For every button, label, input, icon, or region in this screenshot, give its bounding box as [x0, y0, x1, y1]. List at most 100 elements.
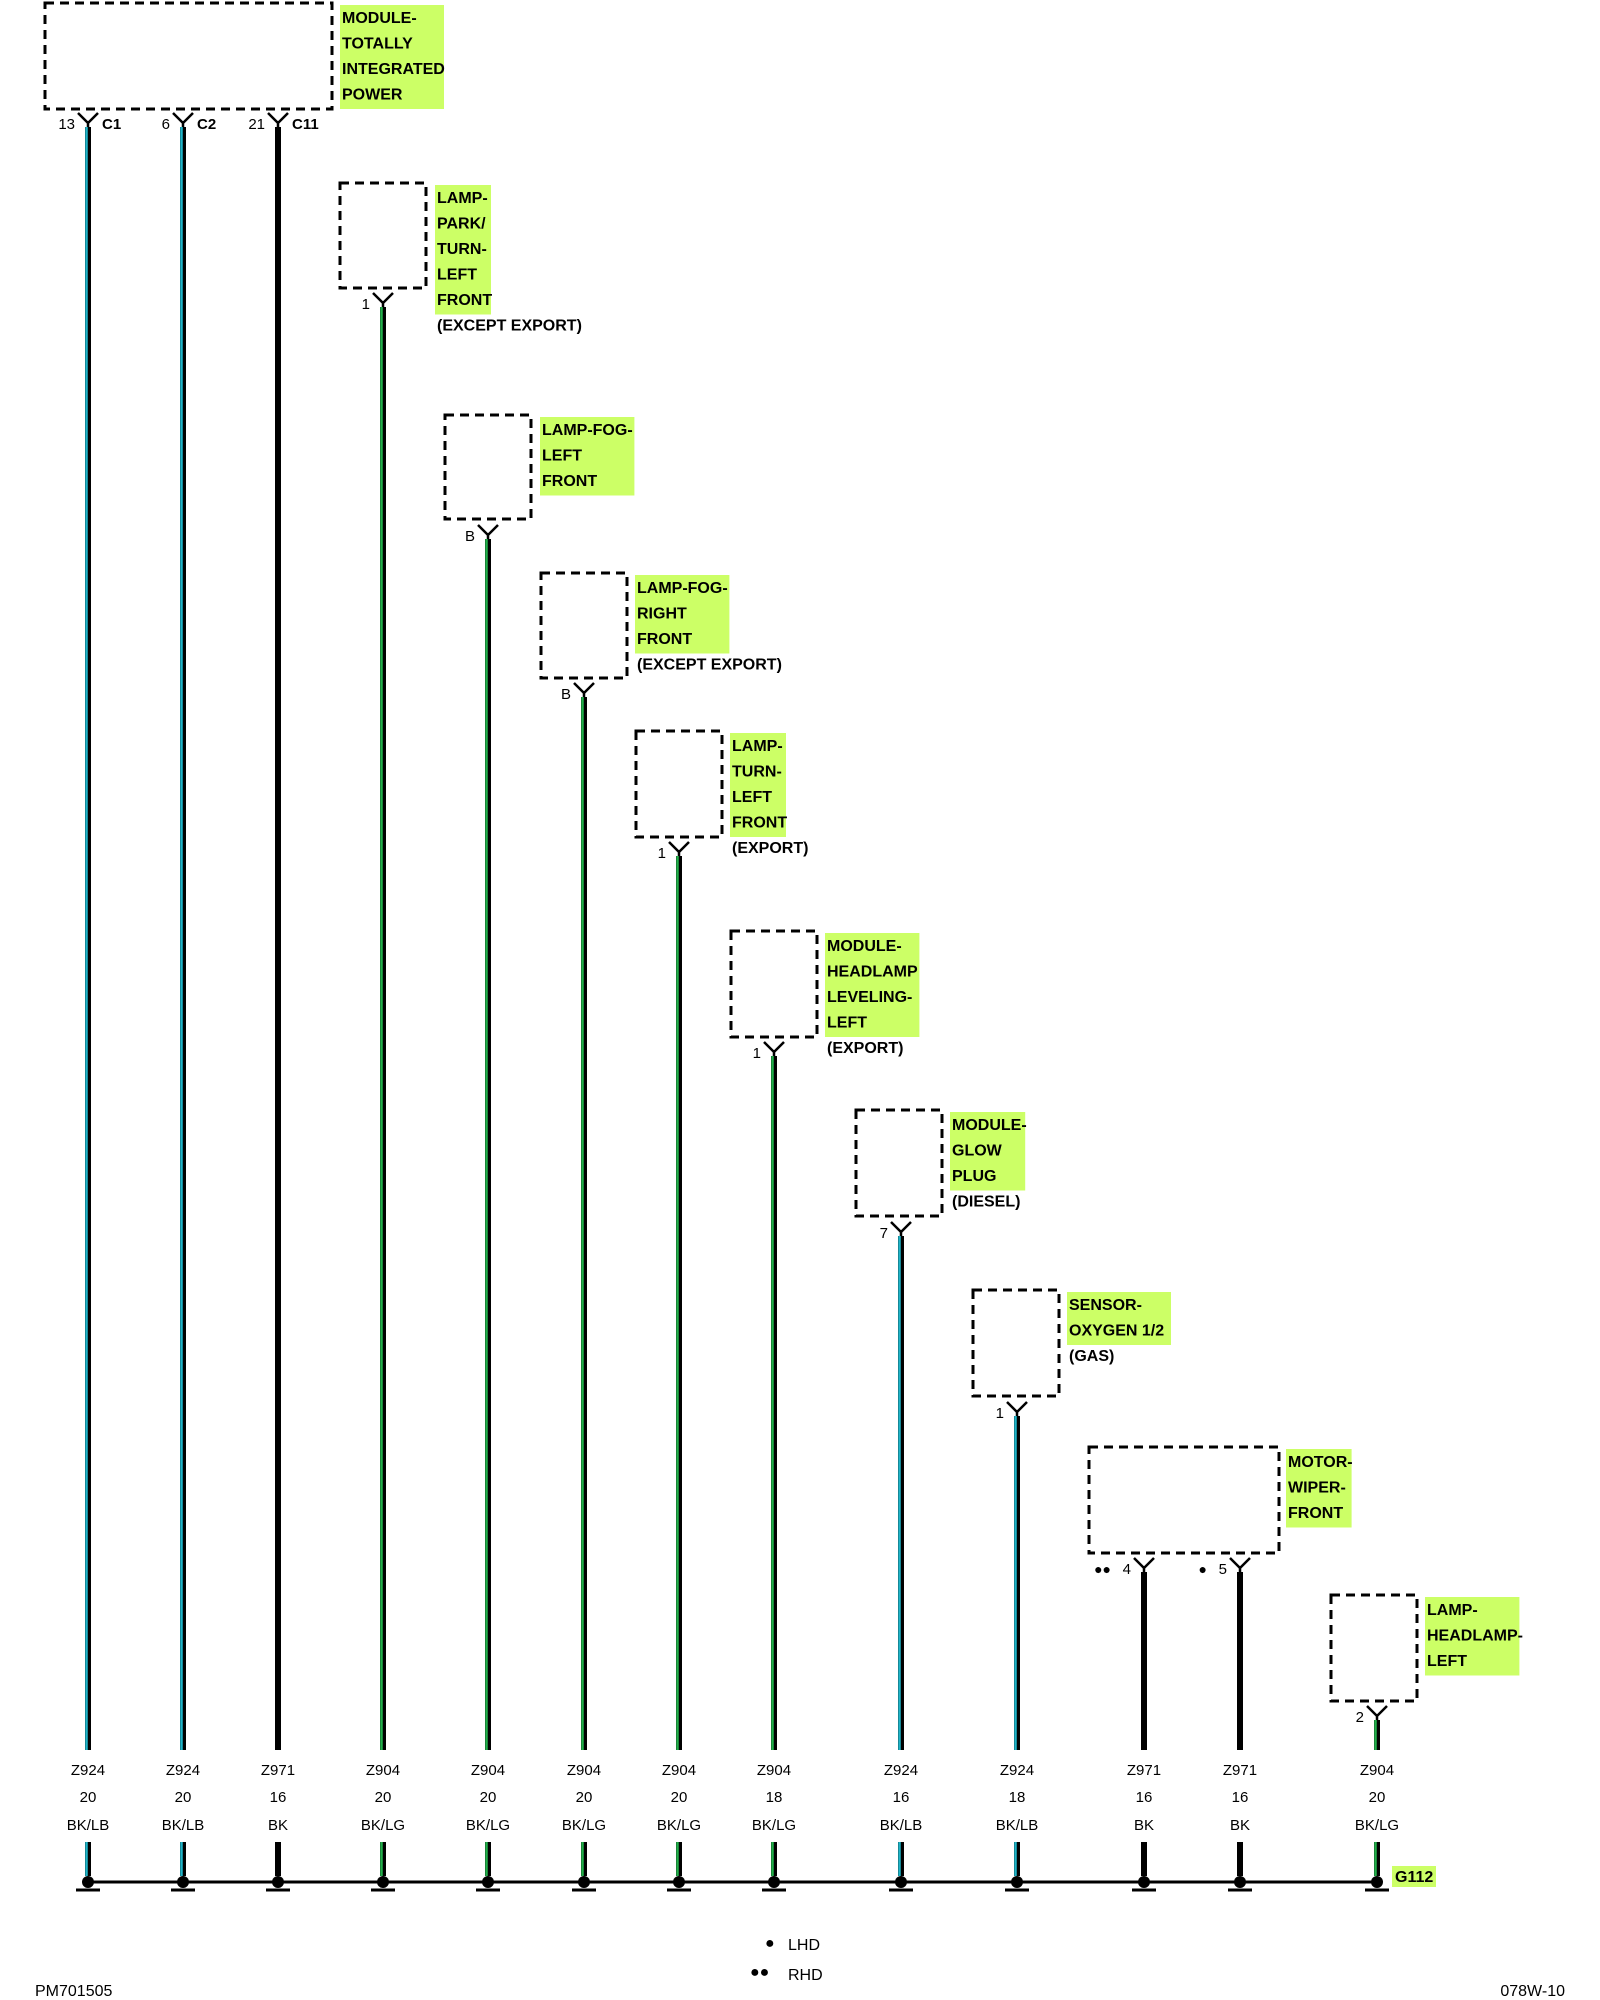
connector-symbol [267, 112, 289, 127]
component-label-line: RIGHT [637, 606, 687, 623]
footer-left-code: PM701505 [35, 1983, 112, 2000]
component-turn-lf: LAMP- TURN- LEFT FRONT (EXPORT) [634, 729, 808, 857]
component-box [1329, 1593, 1419, 1703]
component-label-line: PARK/ [437, 216, 486, 233]
connector-symbol [372, 292, 394, 307]
component-note: (EXPORT) [827, 1040, 903, 1057]
component-label-line: LAMP- [437, 190, 488, 207]
circuit-number: Z924 [1000, 1762, 1034, 1779]
connector-symbol [172, 112, 194, 127]
legend-text: LHD [788, 1937, 820, 1954]
label-highlight [730, 733, 786, 837]
ground-bus: G112 [88, 1866, 1436, 1887]
component-headlamp-left: LAMP- HEADLAMP- LEFT [1329, 1593, 1523, 1703]
component-note: (EXPORT) [732, 840, 808, 857]
wire-gauge: 20 [80, 1789, 97, 1806]
component-label-line: HEADLAMP [827, 964, 918, 981]
connector-id: C1 [102, 116, 121, 133]
wire-gauge: 16 [1136, 1789, 1153, 1806]
component-box [43, 1, 334, 111]
pin-number: 1 [996, 1405, 1004, 1422]
wire-color-code: BK/LG [562, 1817, 606, 1834]
component-label-line: GLOW [952, 1143, 1003, 1160]
wire-gauge: 20 [1369, 1789, 1386, 1806]
connector-symbol [890, 1221, 912, 1236]
pin-number: 1 [753, 1045, 761, 1062]
connector-symbol [1229, 1557, 1251, 1572]
component-label-line: TOTALLY [342, 36, 413, 53]
component-label-line: TURN- [732, 764, 782, 781]
component-label-line: LEFT [827, 1015, 867, 1032]
pin-number: 21 [248, 116, 265, 133]
component-note: (GAS) [1069, 1348, 1114, 1365]
circuit-7: 1 Z904 20 BK/LG [657, 841, 701, 1892]
component-label-line: MODULE- [827, 938, 902, 955]
component-label-line: FRONT [637, 631, 692, 648]
pin-number: 13 [58, 116, 75, 133]
component-label-line: LAMP-FOG- [542, 422, 633, 439]
circuit-number: Z904 [757, 1762, 791, 1779]
component-fog-rf: LAMP-FOG- RIGHT FRONT (EXCEPT EXPORT) [539, 571, 782, 680]
connector-symbol [763, 1041, 785, 1056]
legend-symbol: ●● [750, 1964, 769, 1981]
wire-color-code: BK/LB [880, 1817, 923, 1834]
wire-color-code: BK/LG [466, 1817, 510, 1834]
circuit-number: Z924 [884, 1762, 918, 1779]
circuit-9: 7 Z924 16 BK/LB [880, 1221, 923, 1892]
legend: ● LHD ●● RHD [750, 1935, 823, 1984]
component-label-line: PLUG [952, 1168, 996, 1185]
circuit-number: Z924 [71, 1762, 105, 1779]
label-highlight [435, 185, 491, 315]
circuit-3: 21 C11 Z971 16 BK [248, 112, 319, 1892]
circuit-8: 1 Z904 18 BK/LG [752, 1041, 796, 1892]
component-box [634, 729, 724, 839]
label-highlight [635, 575, 730, 654]
component-label-line: POWER [342, 87, 403, 104]
wire-gauge: 18 [766, 1789, 783, 1806]
ground-label-highlight [1392, 1866, 1436, 1887]
circuit-number: Z924 [166, 1762, 200, 1779]
component-label-line: INTEGRATED [342, 61, 445, 78]
wire-color-code: BK/LG [657, 1817, 701, 1834]
circuit-11: 4 ●● Z971 16 BK [1094, 1557, 1161, 1892]
circuit-10: 1 Z924 18 BK/LB [996, 1401, 1038, 1892]
wire-gauge: 20 [480, 1789, 497, 1806]
component-label-line: LEFT [1427, 1653, 1467, 1670]
pin-number: 6 [162, 116, 170, 133]
pin-number: 4 [1123, 1561, 1131, 1578]
wire-color-code: BK/LG [752, 1817, 796, 1834]
component-label-line: LAMP- [1427, 1602, 1478, 1619]
component-note: (EXCEPT EXPORT) [437, 318, 582, 335]
component-label-line: LEFT [542, 448, 582, 465]
wire-gauge: 20 [175, 1789, 192, 1806]
component-note: (DIESEL) [952, 1194, 1020, 1211]
component-box [1087, 1445, 1281, 1555]
wire-color-code: BK/LB [162, 1817, 205, 1834]
wire-gauge: 18 [1009, 1789, 1026, 1806]
component-hl-leveling: MODULE- HEADLAMP LEVELING- LEFT (EXPORT) [729, 929, 920, 1057]
pin-number: B [465, 528, 475, 545]
wire-gauge: 20 [375, 1789, 392, 1806]
component-label-line: LEVELING- [827, 989, 912, 1006]
ground-label: G112 [1395, 1869, 1433, 1886]
wire-gauge: 20 [671, 1789, 688, 1806]
wire-color-code: BK/LG [361, 1817, 405, 1834]
legend-text: RHD [788, 1967, 823, 1984]
connector-id: C11 [292, 116, 319, 133]
component-label-line: TURN- [437, 241, 487, 258]
wire-color-code: BK [1230, 1817, 1250, 1834]
lhd-rhd-marker: ●● [1094, 1561, 1111, 1577]
component-glow-plug: MODULE- GLOW PLUG (DIESEL) [854, 1108, 1027, 1218]
connector-symbol [77, 112, 99, 127]
component-o2-sensor: SENSOR- OXYGEN 1/2 (GAS) [971, 1288, 1171, 1398]
components-layer: MODULE- TOTALLY INTEGRATED POWER LAMP- PARK/T… [43, 1, 1523, 1703]
component-label-line: FRONT [1288, 1505, 1343, 1522]
wire-color-code: BK [268, 1817, 288, 1834]
circuit-number: Z904 [1360, 1762, 1394, 1779]
component-box [729, 929, 819, 1039]
connector-symbol [1006, 1401, 1028, 1416]
circuit-number: Z904 [471, 1762, 505, 1779]
circuit-number: Z971 [261, 1762, 295, 1779]
label-highlight [1286, 1449, 1352, 1528]
